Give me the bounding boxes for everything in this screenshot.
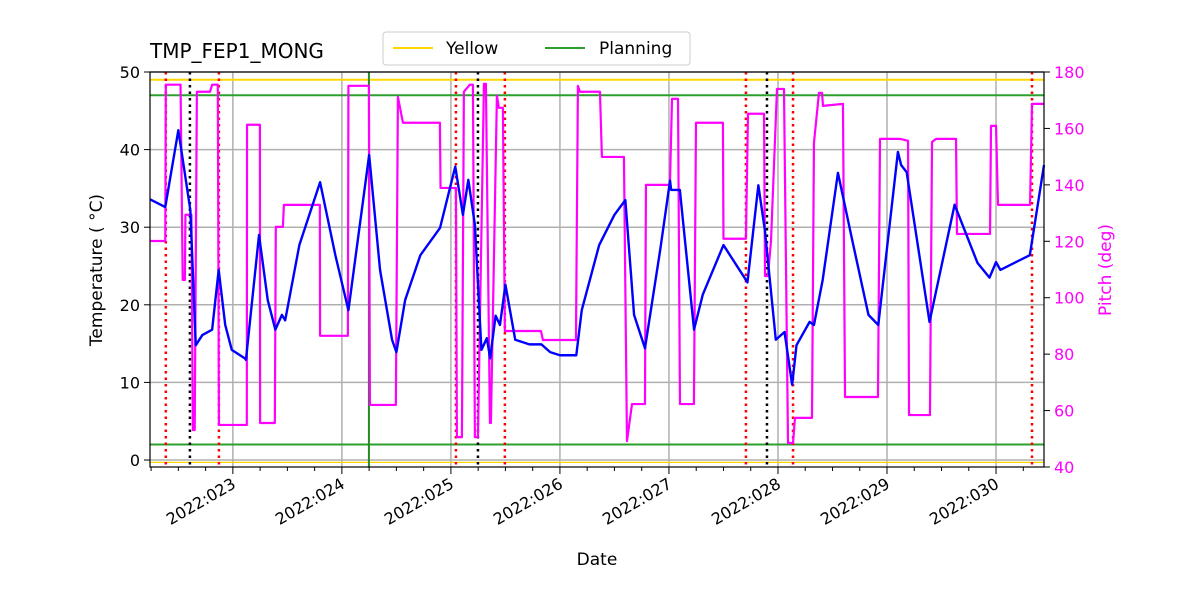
y2-tick-label: 40 [1054, 458, 1074, 477]
y-tick-label: 10 [120, 373, 140, 392]
legend-label-planning: Planning [599, 39, 672, 59]
temperature-series-line [149, 129, 1046, 386]
y2-axis-label: Pitch (deg) [1096, 224, 1116, 316]
y-tick-label: 50 [120, 63, 140, 82]
legend: Yellow Planning [382, 31, 691, 66]
legend-box [382, 31, 691, 66]
x-tick-label: 2022:023 [163, 474, 239, 529]
y2-tick-label: 140 [1054, 176, 1085, 195]
y2-tick-label: 60 [1054, 402, 1074, 421]
y-tick-label: 30 [120, 218, 140, 237]
x-axis-label: Date [577, 550, 618, 570]
chart-title: TMP_FEP1_MONG [149, 39, 324, 63]
plot-frame [149, 71, 1045, 468]
y-axis-label: Temperature ( °C) [87, 194, 107, 347]
y2-tick-label: 120 [1054, 232, 1085, 251]
x-tick-label: 2022:027 [599, 474, 675, 529]
y-tick-label: 40 [120, 141, 140, 160]
y-tick-label: 0 [130, 451, 140, 470]
limit-lines [150, 78, 1044, 463]
x-tick-label: 2022:026 [490, 474, 566, 529]
pitch-series-line [150, 82, 1044, 445]
series-group [149, 82, 1046, 445]
y2-tick-label: 180 [1054, 63, 1085, 82]
y2-tick-label: 160 [1054, 119, 1085, 138]
y-tick-label: 20 [120, 296, 140, 315]
legend-label-yellow: Yellow [445, 39, 498, 59]
x-tick-label: 2022:025 [381, 474, 457, 529]
y2-tick-label: 80 [1054, 345, 1074, 364]
x-tick-label: 2022:030 [926, 474, 1002, 529]
x-tick-label: 2022:028 [708, 474, 784, 529]
x-tick-label: 2022:029 [817, 474, 893, 529]
x-tick-label: 2022:024 [272, 474, 348, 529]
y2-tick-label: 100 [1054, 289, 1085, 308]
